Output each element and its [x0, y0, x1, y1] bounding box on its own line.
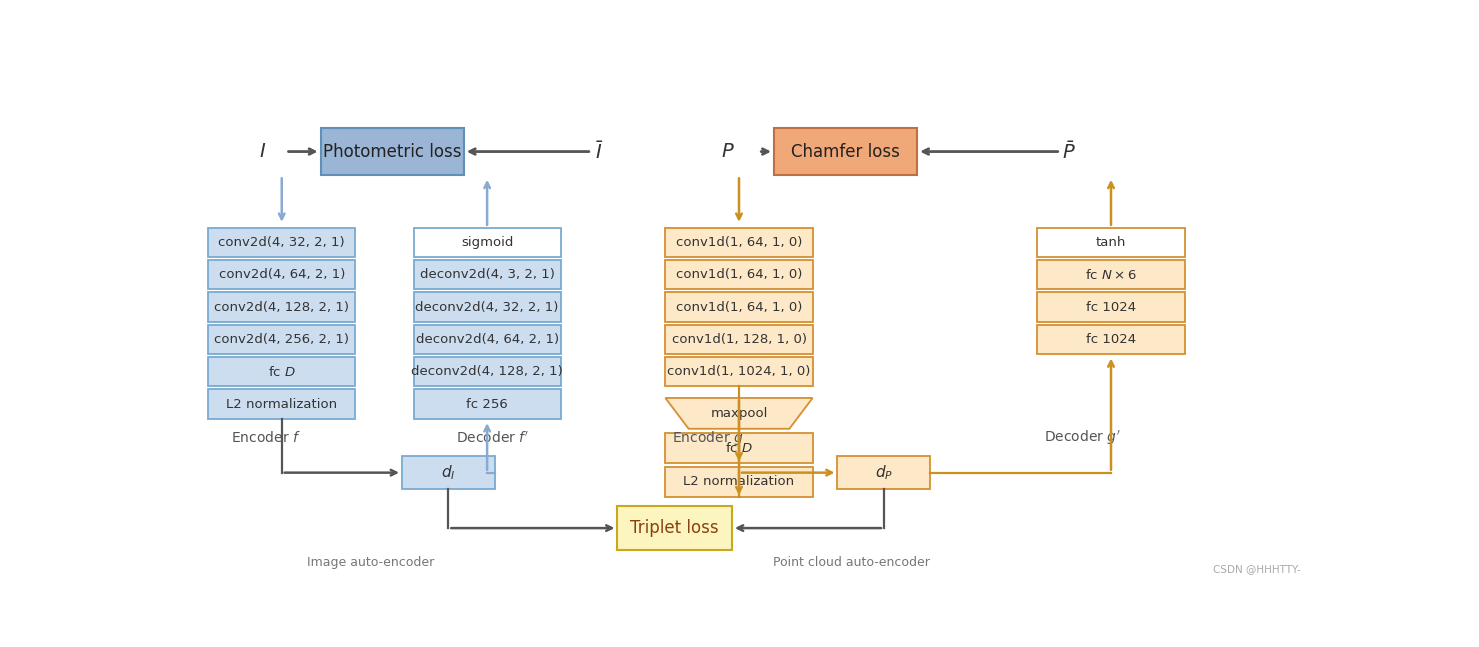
Text: Point cloud auto-encoder: Point cloud auto-encoder — [774, 556, 930, 569]
Polygon shape — [666, 398, 812, 429]
Text: Photometric loss: Photometric loss — [322, 142, 461, 160]
Bar — [414, 292, 561, 322]
Text: Decoder $g'$: Decoder $g'$ — [1044, 429, 1121, 447]
Text: Image auto-encoder: Image auto-encoder — [308, 556, 435, 569]
Bar — [414, 389, 561, 419]
Bar — [666, 228, 812, 257]
Text: Triplet loss: Triplet loss — [630, 519, 719, 537]
Bar — [209, 228, 355, 257]
Bar — [209, 357, 355, 386]
Bar — [1037, 228, 1185, 257]
Text: conv2d(4, 128, 2, 1): conv2d(4, 128, 2, 1) — [214, 301, 349, 314]
Bar — [209, 292, 355, 322]
Text: L2 normalization: L2 normalization — [226, 398, 337, 411]
Text: conv1d(1, 64, 1, 0): conv1d(1, 64, 1, 0) — [676, 269, 802, 281]
Text: deconv2d(4, 3, 2, 1): deconv2d(4, 3, 2, 1) — [420, 269, 555, 281]
Bar — [209, 260, 355, 289]
Text: Decoder $f'$: Decoder $f'$ — [456, 430, 529, 446]
Bar — [414, 260, 561, 289]
Text: Encoder $f$: Encoder $f$ — [231, 430, 302, 446]
Text: fc 1024: fc 1024 — [1086, 333, 1136, 346]
Bar — [774, 127, 917, 175]
Text: $\bar{I}$: $\bar{I}$ — [596, 140, 603, 162]
Bar — [666, 357, 812, 386]
Text: conv2d(4, 32, 2, 1): conv2d(4, 32, 2, 1) — [219, 236, 345, 249]
Bar — [1037, 292, 1185, 322]
Text: Chamfer loss: Chamfer loss — [791, 142, 901, 160]
Text: fc $D$: fc $D$ — [268, 365, 296, 378]
Text: CSDN @HHHTTY-: CSDN @HHHTTY- — [1213, 564, 1302, 574]
Text: L2 normalization: L2 normalization — [683, 476, 794, 488]
Text: conv2d(4, 256, 2, 1): conv2d(4, 256, 2, 1) — [214, 333, 349, 346]
Text: fc $N \times 6$: fc $N \times 6$ — [1086, 268, 1137, 281]
Bar — [666, 292, 812, 322]
Text: conv1d(1, 64, 1, 0): conv1d(1, 64, 1, 0) — [676, 236, 802, 249]
Bar — [209, 389, 355, 419]
Bar — [666, 433, 812, 463]
Text: $I$: $I$ — [259, 142, 266, 161]
Text: deconv2d(4, 64, 2, 1): deconv2d(4, 64, 2, 1) — [416, 333, 559, 346]
Bar — [1037, 325, 1185, 354]
Bar — [617, 506, 732, 551]
Text: $\bar{P}$: $\bar{P}$ — [1062, 140, 1075, 162]
Text: fc $D$: fc $D$ — [725, 441, 753, 455]
Bar — [666, 467, 812, 496]
Bar — [414, 228, 561, 257]
Text: Encoder $g$: Encoder $g$ — [671, 429, 742, 447]
Bar — [414, 357, 561, 386]
Text: deconv2d(4, 32, 2, 1): deconv2d(4, 32, 2, 1) — [416, 301, 559, 314]
Text: conv1d(1, 1024, 1, 0): conv1d(1, 1024, 1, 0) — [667, 366, 810, 378]
Text: $d_I$: $d_I$ — [441, 463, 456, 482]
Bar — [666, 325, 812, 354]
Bar — [209, 325, 355, 354]
Bar — [414, 325, 561, 354]
Bar — [837, 457, 930, 489]
Text: sigmoid: sigmoid — [461, 236, 513, 249]
Bar — [1037, 260, 1185, 289]
Bar — [402, 457, 495, 489]
Text: $P$: $P$ — [720, 142, 734, 161]
Bar — [321, 127, 464, 175]
Text: fc 1024: fc 1024 — [1086, 301, 1136, 314]
Text: conv2d(4, 64, 2, 1): conv2d(4, 64, 2, 1) — [219, 269, 345, 281]
Bar — [666, 260, 812, 289]
Text: tanh: tanh — [1096, 236, 1126, 249]
Text: deconv2d(4, 128, 2, 1): deconv2d(4, 128, 2, 1) — [411, 366, 563, 378]
Text: maxpool: maxpool — [710, 407, 768, 420]
Text: conv1d(1, 128, 1, 0): conv1d(1, 128, 1, 0) — [671, 333, 806, 346]
Text: $d_P$: $d_P$ — [876, 463, 893, 482]
Text: conv1d(1, 64, 1, 0): conv1d(1, 64, 1, 0) — [676, 301, 802, 314]
Text: fc 256: fc 256 — [466, 398, 507, 411]
